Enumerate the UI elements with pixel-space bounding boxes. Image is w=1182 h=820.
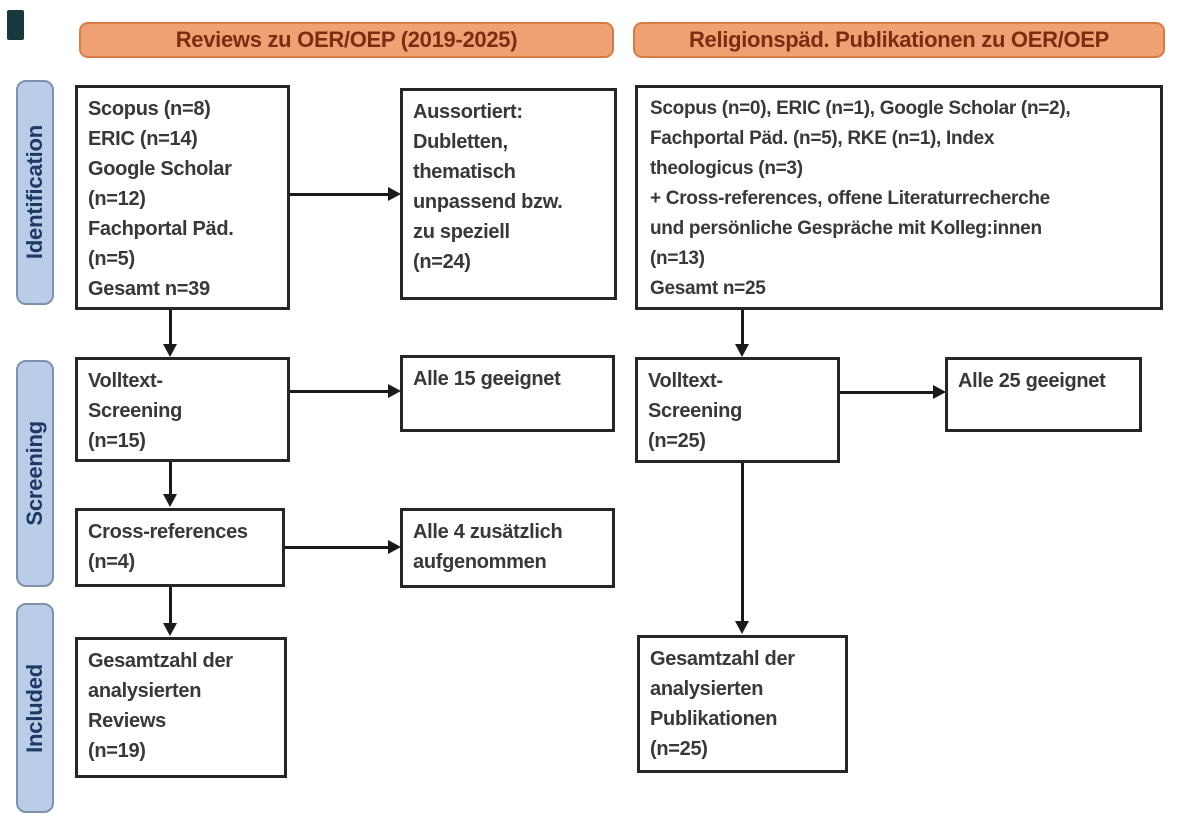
box-right-fulltext-screening: Volltext- Screening (n=25): [635, 357, 840, 463]
box-left-fulltext-screening: Volltext- Screening (n=15): [75, 357, 290, 462]
box-right-fulltext-result: Alle 25 geeignet: [945, 357, 1142, 432]
box-left-crossref-result: Alle 4 zusätzlich aufgenommen: [400, 508, 615, 588]
corner-artifact: [7, 10, 24, 40]
box-left-included-total: Gesamtzahl der analysierten Reviews (n=1…: [75, 637, 287, 778]
box-left-excluded: Aussortiert: Dubletten, thematisch unpas…: [400, 88, 617, 300]
box-left-sources: Scopus (n=8) ERIC (n=14) Google Scholar …: [75, 85, 290, 310]
stage-label-included: Included: [16, 603, 54, 813]
column-header-religionspaed: Religionspäd. Publikationen zu OER/OEP: [633, 22, 1165, 58]
box-left-crossreferences: Cross-references (n=4): [75, 508, 285, 587]
box-right-sources: Scopus (n=0), ERIC (n=1), Google Scholar…: [635, 85, 1163, 310]
stage-label-screening: Screening: [16, 360, 54, 587]
column-header-reviews: Reviews zu OER/OEP (2019-2025): [79, 22, 614, 58]
column-header-reviews-label: Reviews zu OER/OEP (2019-2025): [175, 27, 518, 52]
box-left-fulltext-result: Alle 15 geeignet: [400, 355, 615, 432]
box-right-included-total: Gesamtzahl der analysierten Publikatione…: [637, 635, 848, 773]
stage-label-identification: Identification: [16, 80, 54, 305]
column-header-religionspaed-label: Religionspäd. Publikationen zu OER/OEP: [688, 27, 1110, 52]
